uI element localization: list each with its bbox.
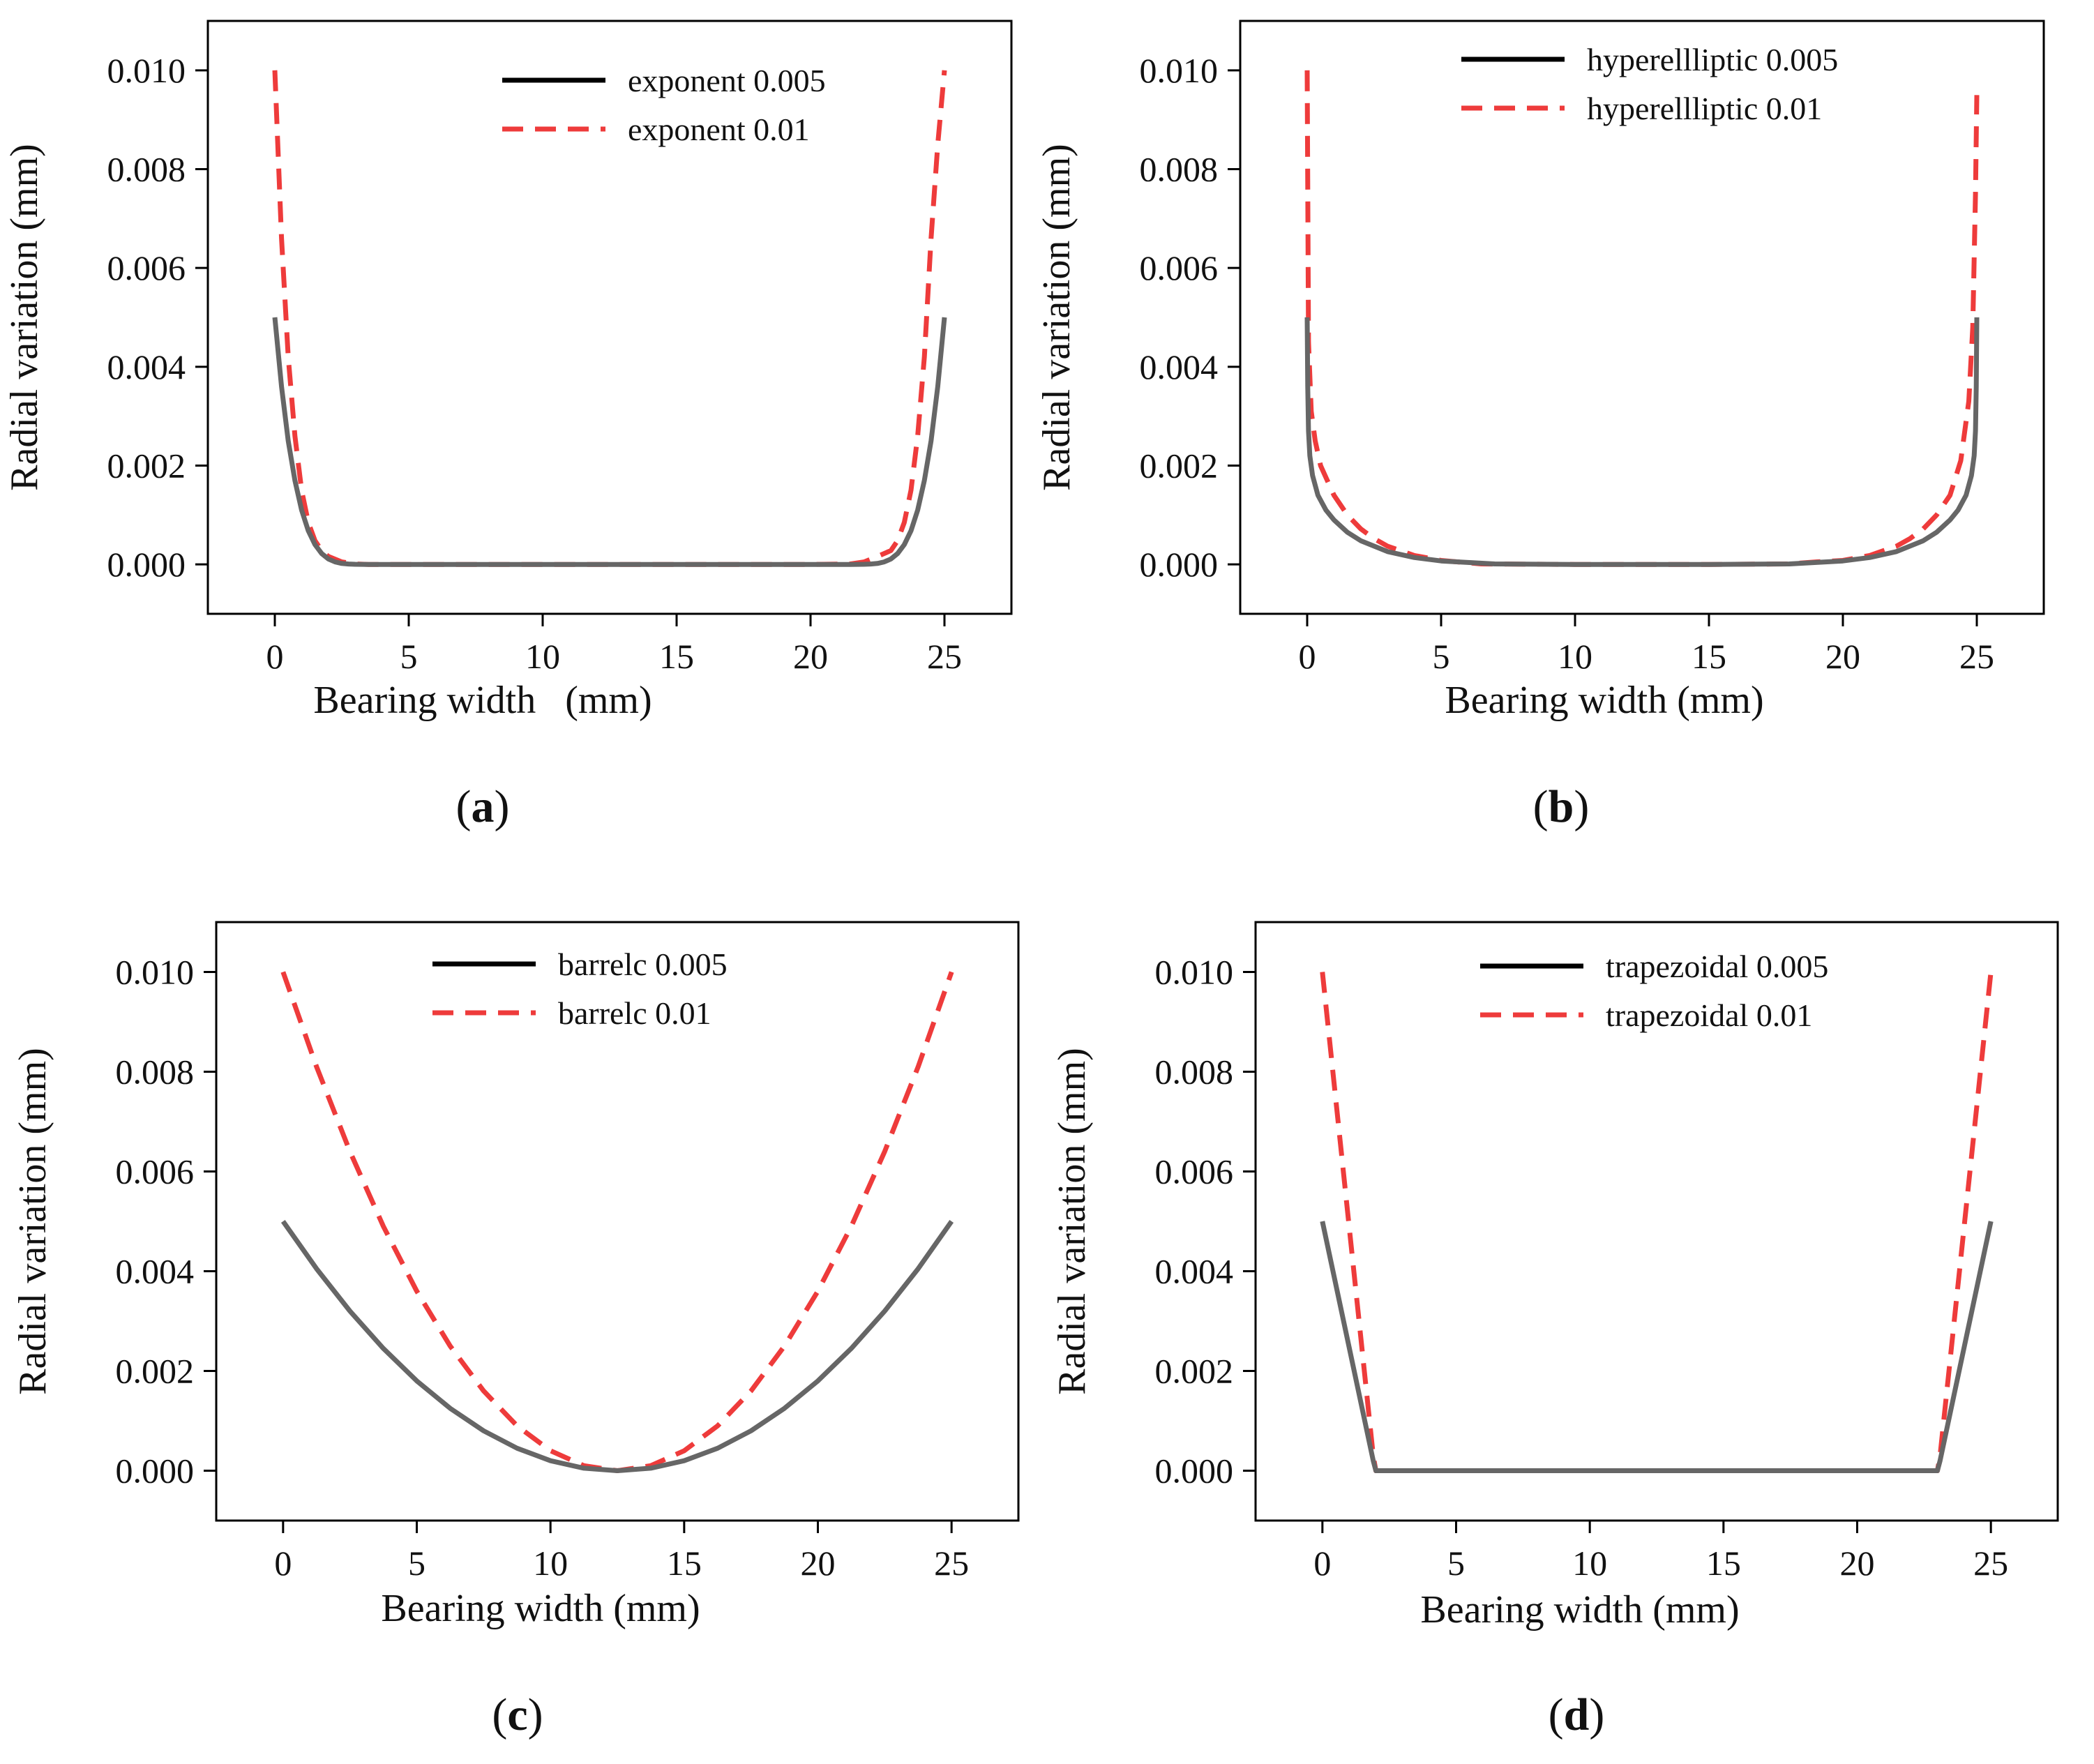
x-axis-label: Bearing width (mm) <box>1420 1588 1739 1631</box>
series-line-dashed <box>272 70 947 567</box>
y-axis-label: Radial variation (mm) <box>1050 1048 1094 1395</box>
y-tick-label: 0.002 <box>116 1352 195 1391</box>
legend-label: hyperellliptic 0.01 <box>1587 91 1822 126</box>
y-tick-label: 0.008 <box>107 150 186 189</box>
series-line-solid <box>272 317 947 567</box>
y-tick-label: 0.006 <box>1155 1152 1234 1191</box>
x-tick-label: 25 <box>1973 1544 2008 1583</box>
y-axis-label: Radial variation (mm) <box>3 144 46 491</box>
x-tick-label: 20 <box>1825 637 1860 676</box>
plot-frame <box>206 20 1013 615</box>
x-tick-label: 25 <box>1959 637 1994 676</box>
y-tick-label: 0.004 <box>107 347 186 386</box>
y-tick-label: 0.004 <box>116 1252 195 1291</box>
y-tick-label: 0.010 <box>1155 953 1234 992</box>
x-tick-label: 10 <box>525 637 560 676</box>
legend-label: exponent 0.01 <box>628 112 810 147</box>
panel-label: (c) <box>492 1689 543 1740</box>
y-tick-label: 0.000 <box>1155 1452 1234 1491</box>
x-tick-label: 5 <box>408 1544 425 1583</box>
chart-panel-d: 0 5 10 15 20 25 0.000 0.002 0.004 0.006 0.008 0.010… <box>1050 921 2059 1740</box>
y-tick-label: 0.010 <box>107 51 186 90</box>
plot-frame <box>1254 921 2059 1522</box>
y-tick-label: 0.006 <box>116 1152 195 1191</box>
chart-panel-b: 0 5 10 15 20 25 0.000 0.002 0.004 0.006 0.008 0.010… <box>1035 20 2045 832</box>
legend-label: trapezoidal 0.005 <box>1606 949 1828 984</box>
chart-panel-a: 0 5 10 15 20 25 0.000 0.002 0.004 0.006 0.008 0.010… <box>3 20 1013 832</box>
y-tick-label: 0.008 <box>116 1053 195 1092</box>
legend-label: exponent 0.005 <box>628 63 826 98</box>
y-tick-label: 0.002 <box>107 446 186 485</box>
panel-label: (a) <box>456 781 510 832</box>
series-line-solid <box>1320 1221 1994 1473</box>
series-line-solid <box>280 1219 954 1473</box>
y-tick-label: 0.006 <box>107 248 186 287</box>
y-tick-label: 0.010 <box>1140 51 1219 90</box>
legend-label: hyperellliptic 0.005 <box>1587 42 1838 77</box>
y-tick-label: 0.002 <box>1155 1352 1234 1391</box>
x-tick-label: 0 <box>274 1544 292 1583</box>
legend-label: trapezoidal 0.01 <box>1606 997 1812 1033</box>
y-tick-label: 0.008 <box>1140 150 1219 189</box>
x-tick-label: 15 <box>667 1544 702 1583</box>
y-tick-label: 0.002 <box>1140 446 1219 485</box>
panel-label: (d) <box>1549 1689 1605 1740</box>
x-tick-label: 10 <box>533 1544 568 1583</box>
x-tick-label: 20 <box>793 637 828 676</box>
chart-panel-c: 0 5 10 15 20 25 0.000 0.002 0.004 0.006 0.008 0.010… <box>11 921 1020 1740</box>
y-tick-label: 0.010 <box>116 953 195 992</box>
x-axis-label: Bearing width (mm) <box>381 1587 700 1630</box>
panel-label: (b) <box>1533 781 1590 832</box>
y-axis-label: Radial variation (mm) <box>1035 144 1078 491</box>
x-tick-label: 15 <box>1706 1544 1741 1583</box>
series-line-dashed <box>280 971 954 1473</box>
y-tick-label: 0.000 <box>107 545 186 584</box>
series-line-dashed <box>1304 70 1980 567</box>
x-axis-label: Bearing width (mm) <box>313 679 651 722</box>
series-line-solid <box>1304 317 1980 567</box>
y-axis-label: Radial variation (mm) <box>11 1048 54 1395</box>
plot-frame <box>1239 20 2045 615</box>
y-tick-label: 0.000 <box>116 1452 195 1491</box>
x-tick-label: 25 <box>934 1544 969 1583</box>
x-tick-label: 10 <box>1558 637 1592 676</box>
y-tick-label: 0.008 <box>1155 1053 1234 1092</box>
plot-frame <box>215 921 1020 1522</box>
x-tick-label: 15 <box>1692 637 1726 676</box>
y-tick-label: 0.000 <box>1140 545 1219 584</box>
x-tick-label: 5 <box>1433 637 1450 676</box>
x-tick-label: 15 <box>659 637 694 676</box>
x-tick-label: 20 <box>801 1544 836 1583</box>
x-tick-label: 0 <box>1313 1544 1331 1583</box>
x-tick-label: 25 <box>927 637 962 676</box>
x-tick-label: 10 <box>1572 1544 1607 1583</box>
series-line-dashed <box>1320 972 1994 1473</box>
x-axis-label: Bearing width (mm) <box>1445 679 1763 722</box>
y-tick-label: 0.004 <box>1140 347 1219 386</box>
x-tick-label: 5 <box>400 637 418 676</box>
x-tick-label: 0 <box>1299 637 1316 676</box>
x-tick-label: 0 <box>266 637 284 676</box>
legend-label: barrelc 0.01 <box>558 995 711 1031</box>
x-tick-label: 5 <box>1447 1544 1465 1583</box>
x-tick-label: 20 <box>1840 1544 1875 1583</box>
y-tick-label: 0.004 <box>1155 1252 1234 1291</box>
legend-label: barrelc 0.005 <box>558 947 728 982</box>
y-tick-label: 0.006 <box>1140 248 1219 287</box>
